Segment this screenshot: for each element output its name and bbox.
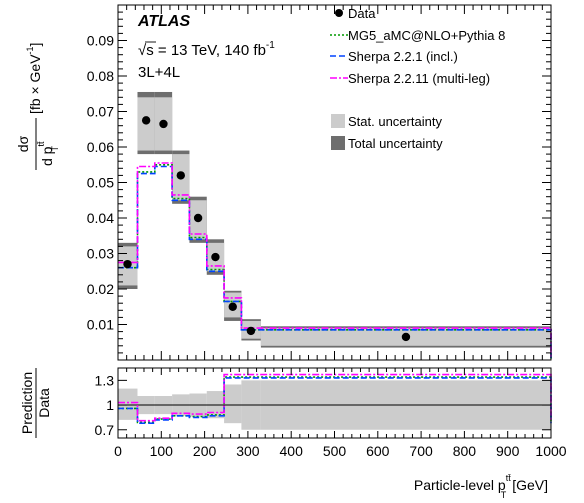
experiment-label: ATLAS: [137, 13, 190, 30]
y-title-den-main: d p: [39, 146, 55, 166]
y-title-unit-close: ]: [27, 43, 43, 47]
data-point: [193, 213, 203, 223]
series-line: [118, 164, 552, 359]
x-tick-label: 400: [280, 443, 304, 459]
ratio-title-denominator: Data: [36, 388, 52, 418]
y-tick-label: 0.01: [87, 317, 114, 333]
energy-text: √s = 13 TeV, 140 fb: [138, 42, 266, 59]
legend-stat-label: Stat. uncertainty: [348, 114, 442, 129]
legend-total-label: Total uncertainty: [348, 136, 443, 151]
main-prediction-series: [118, 162, 552, 359]
x-tick-label: 500: [323, 443, 347, 459]
data-point: [211, 252, 220, 262]
series-line: [118, 162, 552, 359]
legend-total-swatch: [331, 136, 345, 150]
x-tick-label: 100: [150, 443, 174, 459]
x-tick-label: 900: [496, 443, 520, 459]
y-title-unit-main: [fb × GeV: [27, 54, 43, 114]
x-title-unit: [GeV]: [512, 477, 548, 493]
legend-sherpa2211-label: Sherpa 2.2.11 (multi-leg): [348, 71, 490, 86]
legend-stat-swatch: [331, 114, 345, 128]
ratio-series-line: [118, 377, 552, 424]
x-tick-label: 1000: [535, 443, 566, 459]
energy-label: √s = 13 TeV, 140 fb-1: [138, 40, 275, 59]
x-tick-label: 700: [409, 443, 433, 459]
data-point: [159, 119, 168, 129]
ratio-uncertainty-box: [224, 384, 242, 424]
data-point: [246, 326, 256, 336]
y-tick-label: 0.06: [87, 139, 114, 155]
data-point: [401, 332, 411, 342]
y-tick-label: 0.09: [87, 33, 114, 49]
x-tick-label: 300: [236, 443, 260, 459]
legend: Data MG5_aMC@NLO+Pythia 8 Sherpa 2.2.1 (…: [330, 6, 505, 151]
ratio-y-tick-label: 1: [106, 397, 114, 413]
x-tick-label: 200: [193, 443, 217, 459]
y-title-unit: [fb × GeV-1]: [25, 43, 43, 114]
main-x-axis-ticks: [117, 5, 552, 360]
y-tick-label: 0.05: [87, 175, 114, 191]
ratio-y-axis-ticks: 0.7 1 1.3: [95, 372, 551, 438]
y-tick-label: 0.03: [87, 246, 114, 262]
region-label: 3L+4L: [138, 64, 180, 81]
ratio-uncertainty-box: [118, 388, 138, 420]
main-data-points: [123, 116, 411, 342]
ratio-y-axis-title: Prediction Data: [19, 368, 52, 438]
y-title-numerator: dσ: [15, 135, 31, 152]
y-title-denominator: d ptt̄ T: [36, 141, 60, 166]
y-title-den-sup: tt̄: [36, 141, 46, 147]
data-point: [176, 171, 185, 180]
ratio-y-tick-label: 1.3: [95, 372, 115, 388]
data-point: [123, 259, 132, 269]
x-title-sub: T: [501, 490, 507, 500]
y-title-unit-sup: -1: [25, 46, 35, 54]
main-total-uncertainty-bands: [118, 91, 551, 348]
ratio-title-numerator: Prediction: [19, 372, 35, 434]
x-tick-label: 0: [114, 443, 122, 459]
main-stat-uncertainty-bands: [118, 97, 551, 346]
x-title-main: Particle-level p: [414, 477, 506, 493]
ratio-y-tick-label: 0.7: [95, 422, 115, 438]
main-y-axis-ticks: 0.01 0.02 0.03 0.04 0.05 0.06 0.07 0.08 0.09: [87, 11, 551, 354]
main-y-axis-title: dσ d ptt̄ T [fb × GeV-1]: [15, 43, 60, 170]
legend-mg5-label: MG5_aMC@NLO+Pythia 8: [348, 28, 505, 43]
energy-superscript: -1: [266, 40, 275, 51]
x-title-sup: tt̄: [506, 473, 512, 483]
y-tick-label: 0.02: [87, 281, 114, 297]
y-title-den-sub: T: [50, 146, 60, 152]
x-axis-title: Particle-level ptt̄ T [GeV]: [414, 473, 548, 500]
legend-sherpa221-label: Sherpa 2.2.1 (incl.): [348, 49, 458, 64]
data-point: [228, 302, 237, 311]
legend-data-label: Data: [348, 6, 376, 21]
y-tick-label: 0.04: [87, 210, 114, 226]
x-tick-label: 800: [453, 443, 477, 459]
legend-data-marker: [335, 9, 343, 17]
y-tick-label: 0.08: [87, 68, 114, 84]
x-tick-label: 600: [366, 443, 390, 459]
y-tick-label: 0.07: [87, 104, 114, 120]
series-line: [118, 165, 552, 359]
data-point: [141, 116, 151, 125]
ratio-x-axis-ticks: 0 100 200 300 400 500 600 700 800 900 1000: [114, 368, 567, 459]
